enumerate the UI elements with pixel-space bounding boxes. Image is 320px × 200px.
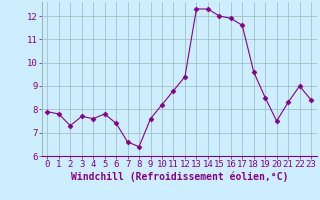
X-axis label: Windchill (Refroidissement éolien,°C): Windchill (Refroidissement éolien,°C) [70, 172, 288, 182]
